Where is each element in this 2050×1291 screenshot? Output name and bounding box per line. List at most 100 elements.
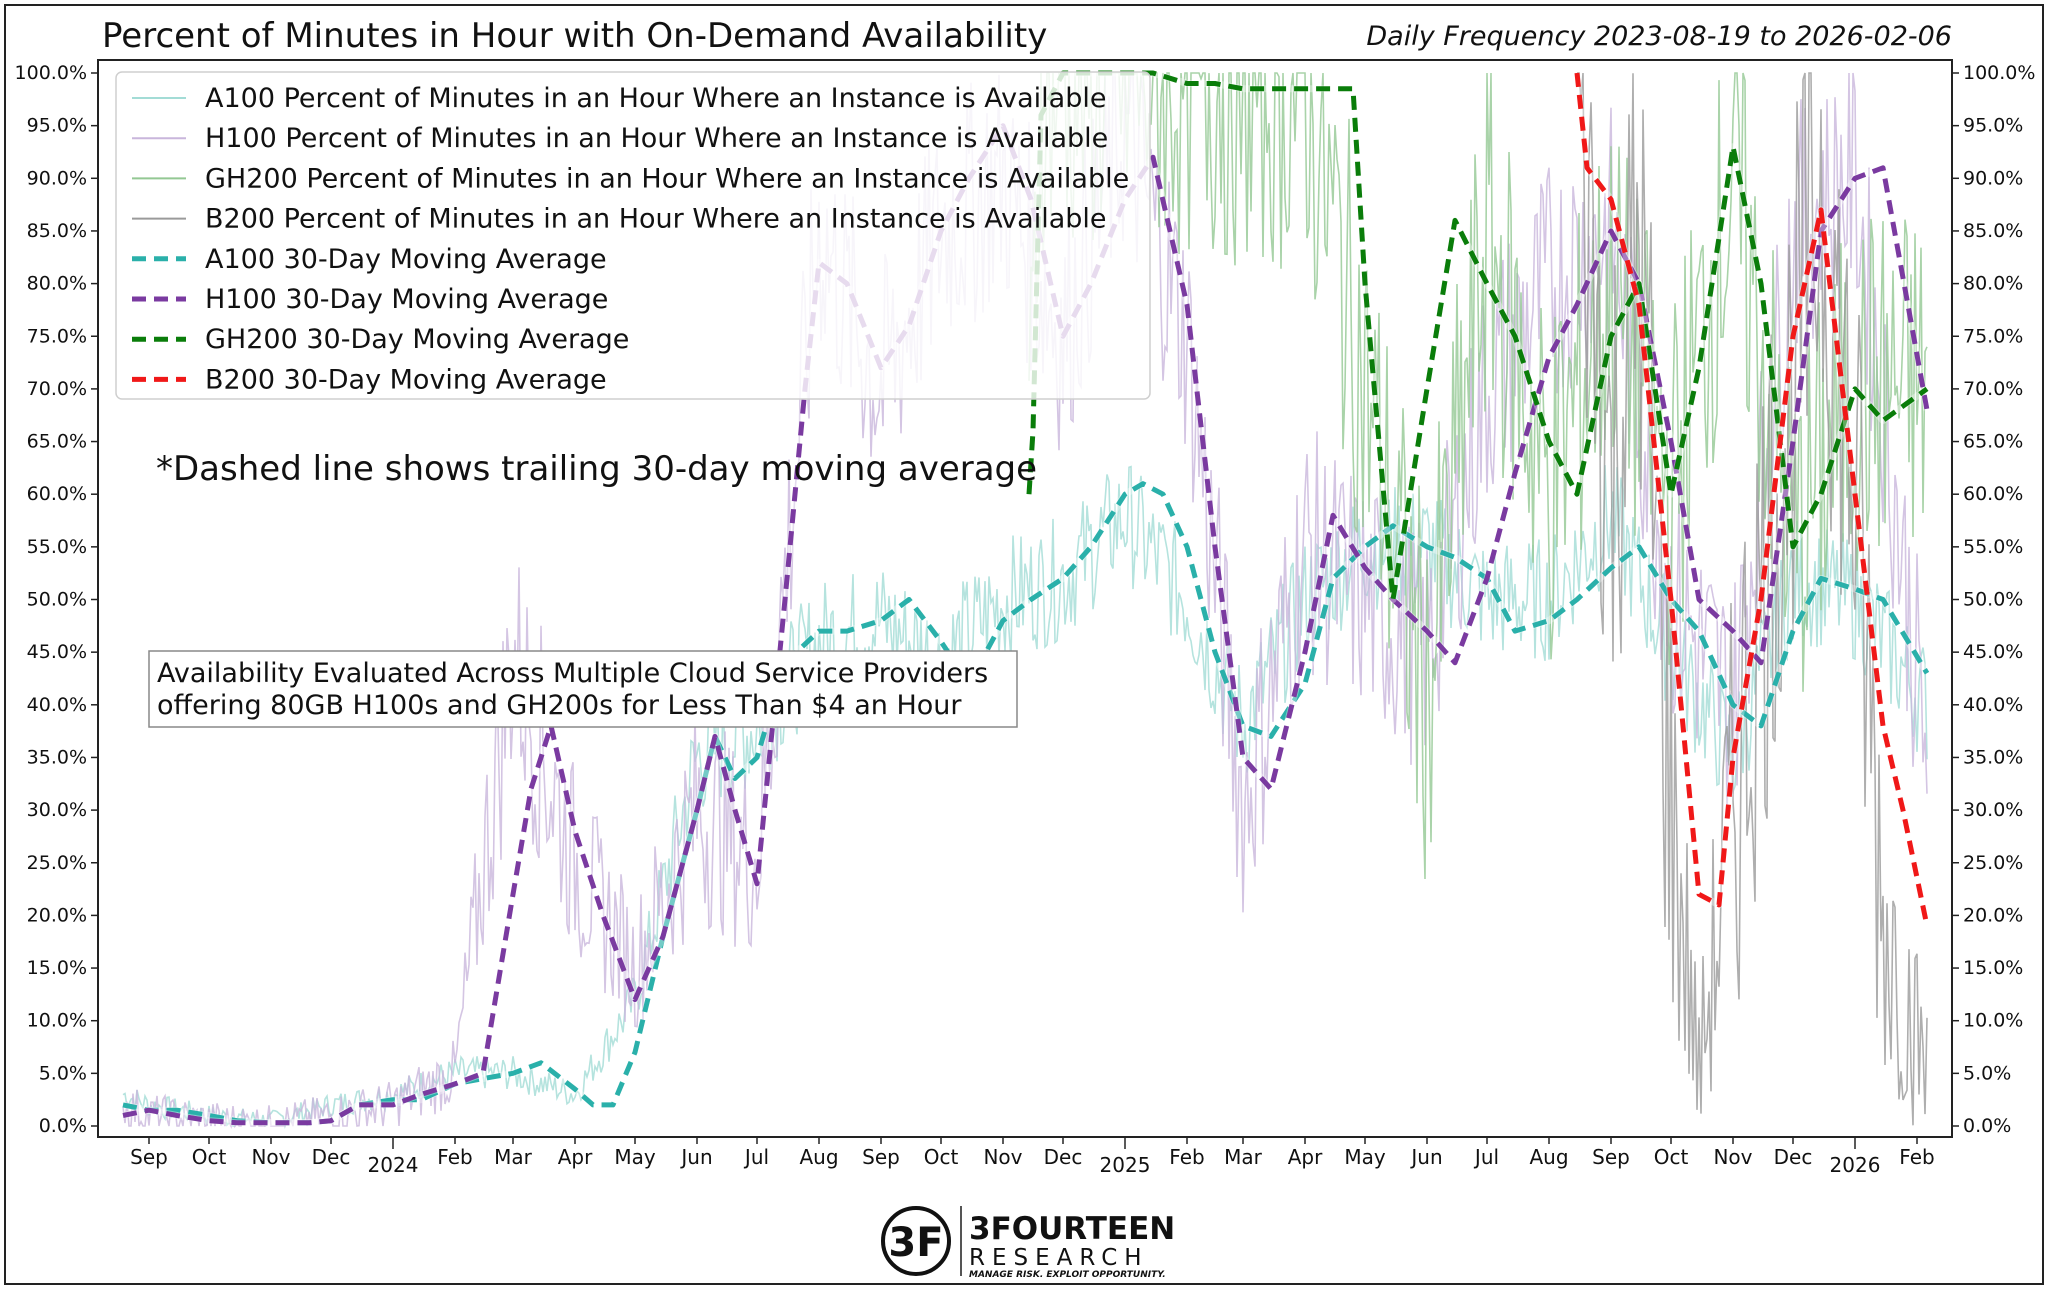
y-tick-label-right: 85.0% bbox=[1963, 220, 2023, 242]
x-tick-label: Feb bbox=[1169, 1145, 1204, 1169]
y-tick-label-left: 25.0% bbox=[27, 852, 87, 874]
legend-label: H100 Percent of Minutes in an Hour Where… bbox=[205, 123, 1108, 154]
x-tick-label: Jun bbox=[679, 1145, 712, 1169]
y-tick-label-left: 40.0% bbox=[27, 694, 87, 716]
series-line bbox=[1577, 72, 1928, 1126]
legend-label: GH200 30-Day Moving Average bbox=[205, 324, 629, 355]
x-tick-label: Oct bbox=[1654, 1145, 1689, 1169]
y-tick-label-left: 95.0% bbox=[27, 115, 87, 137]
x-tick-label: Oct bbox=[192, 1145, 227, 1169]
x-tick-label: 2024 bbox=[368, 1153, 419, 1177]
logo-monogram: 3F bbox=[888, 1220, 943, 1266]
x-tick-label: Jul bbox=[1473, 1145, 1499, 1169]
legend-label: GH200 Percent of Minutes in an Hour Wher… bbox=[205, 163, 1129, 194]
series-line bbox=[122, 465, 1928, 1129]
y-tick-label-left: 50.0% bbox=[27, 589, 87, 611]
logo-name: 3FOURTEEN bbox=[969, 1211, 1175, 1247]
x-tick-label: Oct bbox=[924, 1145, 959, 1169]
series-line bbox=[1574, 72, 1930, 927]
y-tick-label-left: 75.0% bbox=[27, 325, 87, 347]
y-axis-left: 0.0% 5.0% 10.0% 15.0% 20.0% 25.0% 30.0% 35.0% 40… bbox=[15, 62, 98, 1137]
x-tick-label: Sep bbox=[862, 1145, 900, 1169]
x-tick-label: Mar bbox=[494, 1145, 533, 1169]
y-tick-label-right: 50.0% bbox=[1963, 589, 2023, 611]
y-tick-label-left: 60.0% bbox=[27, 483, 87, 505]
plot-area-frame bbox=[97, 59, 1953, 1138]
y-tick-label-right: 35.0% bbox=[1963, 746, 2023, 768]
y-tick-label-right: 95.0% bbox=[1963, 115, 2023, 137]
moving-average-note: *Dashed line shows trailing 30-day movin… bbox=[156, 449, 1037, 489]
x-tick-label: Aug bbox=[799, 1145, 838, 1169]
x-tick-label: Nov bbox=[251, 1145, 290, 1169]
x-tick-label: Nov bbox=[983, 1145, 1022, 1169]
legend-label: B200 Percent of Minutes in an Hour Where… bbox=[205, 204, 1107, 235]
x-tick-label: Sep bbox=[130, 1145, 168, 1169]
y-tick-label-left: 30.0% bbox=[27, 799, 87, 821]
y-tick-label-right: 0.0% bbox=[1963, 1115, 2011, 1137]
legend-box bbox=[115, 71, 1151, 400]
y-tick-label-right: 75.0% bbox=[1963, 325, 2023, 347]
y-tick-label-left: 5.0% bbox=[39, 1062, 87, 1084]
legend-label: A100 30-Day Moving Average bbox=[205, 244, 607, 275]
x-tick-label: Jul bbox=[743, 1145, 769, 1169]
methodology-note-line-1: Availability Evaluated Across Multiple C… bbox=[157, 658, 988, 689]
y-tick-label-left: 100.0% bbox=[15, 62, 87, 84]
y-tick-label-left: 65.0% bbox=[27, 431, 87, 453]
methodology-note-line-2: offering 80GB H100s and GH200s for Less … bbox=[157, 690, 962, 721]
x-tick-label: May bbox=[614, 1145, 656, 1169]
x-tick-label: 2025 bbox=[1100, 1153, 1151, 1177]
series-line bbox=[1028, 71, 1928, 880]
y-tick-label-right: 40.0% bbox=[1963, 694, 2023, 716]
y-tick-label-left: 20.0% bbox=[27, 904, 87, 926]
x-tick-label: Dec bbox=[312, 1145, 351, 1169]
y-tick-label-left: 80.0% bbox=[27, 273, 87, 295]
legend-label: H100 30-Day Moving Average bbox=[205, 284, 608, 315]
y-tick-label-left: 85.0% bbox=[27, 220, 87, 242]
y-tick-label-left: 45.0% bbox=[27, 641, 87, 663]
x-tick-label: Jun bbox=[1409, 1145, 1442, 1169]
brand-logo: 3F 3FOURTEEN RESEARCH MANAGE RISK. EXPLO… bbox=[881, 1206, 1175, 1280]
y-tick-label-right: 65.0% bbox=[1963, 431, 2023, 453]
logo-tagline: MANAGE RISK. EXPLOIT OPPORTUNITY. bbox=[969, 1270, 1166, 1280]
x-tick-label: Apr bbox=[558, 1145, 593, 1169]
y-tick-label-left: 70.0% bbox=[27, 378, 87, 400]
y-tick-label-right: 45.0% bbox=[1963, 641, 2023, 663]
x-tick-label: May bbox=[1344, 1145, 1386, 1169]
legend-label: A100 Percent of Minutes in an Hour Where… bbox=[205, 83, 1106, 114]
logo-circle bbox=[881, 1206, 951, 1276]
x-tick-label: Dec bbox=[1774, 1145, 1813, 1169]
y-tick-label-left: 35.0% bbox=[27, 746, 87, 768]
y-tick-label-right: 70.0% bbox=[1963, 378, 2023, 400]
x-tick-label: Sep bbox=[1592, 1145, 1630, 1169]
methodology-note-box: Availability Evaluated Across Multiple C… bbox=[148, 650, 1018, 728]
chart-title: Percent of Minutes in Hour with On-Deman… bbox=[102, 16, 1047, 56]
x-tick-label: Apr bbox=[1288, 1145, 1323, 1169]
series-line bbox=[1026, 70, 1929, 602]
y-tick-label-right: 25.0% bbox=[1963, 852, 2023, 874]
y-axis-right: 0.0% 5.0% 10.0% 15.0% 20.0% 25.0% 30.0% 35.0% 40… bbox=[1952, 62, 2035, 1137]
x-tick-label: Nov bbox=[1713, 1145, 1752, 1169]
y-tick-label-right: 80.0% bbox=[1963, 273, 2023, 295]
x-tick-label: Aug bbox=[1529, 1145, 1568, 1169]
x-tick-label: Feb bbox=[1899, 1145, 1934, 1169]
chart-subtitle: Daily Frequency 2023-08-19 to 2026-02-06 bbox=[1366, 21, 1952, 52]
series-line bbox=[122, 481, 1930, 1126]
y-tick-label-right: 30.0% bbox=[1963, 799, 2023, 821]
x-tick-label: 2026 bbox=[1830, 1153, 1881, 1177]
legend-label: B200 30-Day Moving Average bbox=[205, 364, 607, 395]
y-tick-label-right: 15.0% bbox=[1963, 957, 2023, 979]
y-tick-label-right: 10.0% bbox=[1963, 1010, 2023, 1032]
y-tick-label-right: 20.0% bbox=[1963, 904, 2023, 926]
legend: A100 Percent of Minutes in an Hour Where… bbox=[115, 71, 1151, 400]
x-tick-label: Mar bbox=[1224, 1145, 1263, 1169]
y-tick-label-left: 10.0% bbox=[27, 1010, 87, 1032]
availability-chart: Percent of Minutes in Hour with On-Deman… bbox=[6, 6, 2042, 1283]
y-tick-label-left: 15.0% bbox=[27, 957, 87, 979]
x-tick-label: Feb bbox=[437, 1145, 472, 1169]
y-tick-label-right: 5.0% bbox=[1963, 1062, 2011, 1084]
y-tick-label-left: 90.0% bbox=[27, 167, 87, 189]
x-tick-label: Dec bbox=[1044, 1145, 1083, 1169]
y-tick-label-right: 55.0% bbox=[1963, 536, 2023, 558]
chart-frame: Percent of Minutes in Hour with On-Deman… bbox=[4, 4, 2044, 1285]
y-tick-label-left: 0.0% bbox=[39, 1115, 87, 1137]
